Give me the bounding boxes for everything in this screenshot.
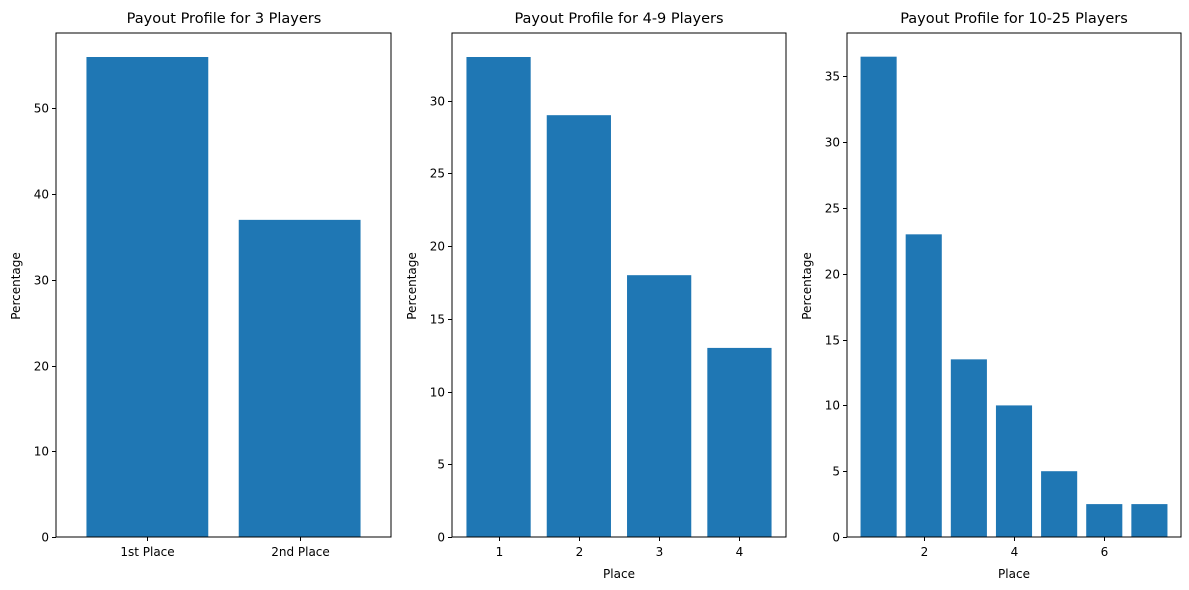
x-axis: 1 2 3 4 — [496, 537, 744, 559]
bar — [1041, 471, 1078, 537]
y-tick-label: 0 — [437, 531, 445, 545]
chart-title: Payout Profile for 4-9 Players — [514, 11, 723, 27]
bar — [86, 57, 209, 537]
y-tick-label: 40 — [34, 188, 49, 202]
y-tick-label: 25 — [430, 167, 445, 181]
y-axis-label: Percentage — [405, 252, 419, 320]
plot-frame — [451, 32, 787, 538]
bar — [466, 57, 531, 537]
y-axis-label: Percentage — [800, 252, 814, 320]
x-tick-label: 2nd Place — [271, 545, 330, 559]
bar — [860, 56, 897, 538]
y-axis: 0 5 10 15 20 25 30 — [430, 95, 452, 545]
x-tick-label: 2 — [921, 545, 929, 559]
bar — [707, 347, 772, 537]
y-tick-label: 35 — [825, 70, 840, 84]
y-tick-label: 30 — [34, 274, 49, 288]
x-axis: 2 4 6 — [921, 537, 1109, 559]
y-axis: 0 10 20 30 40 50 — [34, 102, 56, 545]
x-tick-label: 4 — [1011, 545, 1019, 559]
y-tick-label: 20 — [34, 360, 49, 374]
y-axis: 0 5 10 15 20 25 30 35 — [825, 70, 847, 545]
y-tick-label: 20 — [825, 268, 840, 282]
chart-panel-4-9-players: Payout Profile for 4-9 Players 0 5 10 15 20 2… — [405, 11, 787, 581]
y-tick-label: 5 — [437, 458, 445, 472]
y-tick-label: 15 — [825, 334, 840, 348]
x-tick-label: 1 — [496, 545, 504, 559]
bar — [1086, 504, 1123, 537]
y-tick-label: 0 — [41, 531, 49, 545]
y-tick-label: 0 — [832, 531, 840, 545]
x-tick-label: 3 — [656, 545, 664, 559]
x-tick-label: 6 — [1101, 545, 1109, 559]
bars-layer — [466, 57, 772, 537]
bars-layer — [86, 57, 361, 537]
bar — [546, 115, 611, 537]
y-tick-label: 10 — [430, 386, 445, 400]
y-tick-label: 30 — [825, 136, 840, 150]
bar — [238, 219, 361, 537]
y-tick-label: 50 — [34, 102, 49, 116]
bar — [905, 234, 942, 538]
bar — [950, 359, 987, 537]
bars-layer — [860, 56, 1168, 538]
x-axis-label: Place — [998, 567, 1030, 581]
x-tick-label: 1st Place — [120, 545, 174, 559]
y-tick-label: 10 — [825, 399, 840, 413]
chart-title: Payout Profile for 3 Players — [127, 11, 322, 27]
chart-title: Payout Profile for 10-25 Players — [900, 11, 1128, 27]
y-axis-label: Percentage — [9, 252, 23, 320]
y-tick-label: 20 — [430, 240, 445, 254]
chart-panel-3-players: Payout Profile for 3 Players 0 10 20 30 40 50… — [9, 11, 392, 559]
plot-frame — [55, 32, 392, 538]
bar — [627, 275, 692, 537]
x-tick-label: 2 — [576, 545, 584, 559]
x-tick-label: 4 — [736, 545, 744, 559]
plot-frame — [846, 32, 1182, 538]
x-axis: 1st Place 2nd Place — [120, 537, 330, 559]
bar — [1131, 504, 1168, 537]
y-tick-label: 25 — [825, 202, 840, 216]
y-tick-label: 15 — [430, 313, 445, 327]
y-tick-label: 5 — [832, 465, 840, 479]
y-tick-label: 30 — [430, 95, 445, 109]
x-axis-label: Place — [603, 567, 635, 581]
y-tick-label: 10 — [34, 445, 49, 459]
chart-panel-10-25-players: Payout Profile for 10-25 Players 0 5 10 15 2… — [800, 11, 1182, 581]
bar — [995, 405, 1033, 537]
